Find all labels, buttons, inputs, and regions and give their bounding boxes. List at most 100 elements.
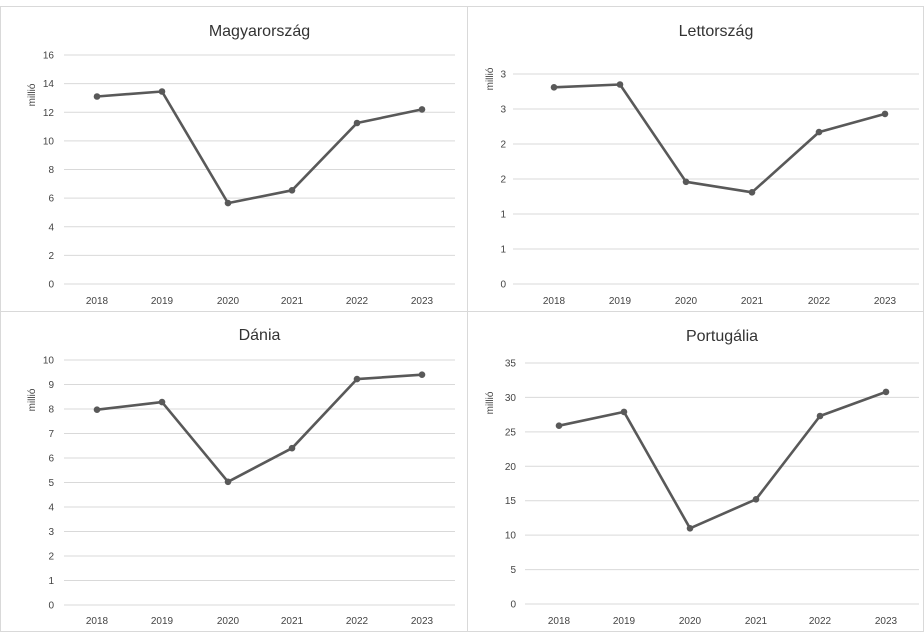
y-tick-label: 3 (500, 105, 506, 116)
x-tick-label: 2020 (675, 296, 698, 307)
x-tick-label: 2021 (741, 296, 764, 307)
series-line (96, 373, 423, 484)
data-point (224, 478, 232, 486)
y-tick-label: 9 (48, 380, 54, 391)
data-point (158, 88, 166, 95)
x-tick-label: 2018 (86, 616, 109, 627)
series-line (553, 83, 886, 194)
y-axis-label: millió (27, 83, 38, 106)
y-tick-label: 1 (500, 210, 506, 221)
y-tick-label: 4 (48, 222, 54, 233)
chart-lettorszag: Lettország millió 0 1 1 2 2 3 3 2018 2019 2020 2021 2… (485, 23, 919, 307)
y-tick-label: 6 (48, 194, 54, 205)
data-point (620, 408, 628, 416)
y-tick-label: 2 (500, 140, 506, 151)
y-tick-label: 20 (505, 462, 517, 473)
x-tick-label: 2023 (875, 616, 898, 627)
y-tick-label: 1 (48, 576, 54, 587)
chart-portugalia: Portugália millió 0 5 10 15 20 25 30 35 2018 2019 20… (485, 328, 919, 627)
chart-panel-portugalia: Portugália millió 0 5 10 15 20 25 30 35 2018 2019 20… (467, 311, 924, 632)
data-point (882, 388, 890, 396)
y-tick-label: 0 (48, 280, 54, 291)
y-tick-label: 2 (500, 175, 506, 186)
y-tick-label: 10 (43, 356, 55, 367)
y-axis-label: millió (485, 391, 496, 414)
y-tick-label: 8 (48, 405, 54, 416)
y-tick-label: 7 (48, 429, 54, 440)
data-point (93, 93, 101, 100)
data-point (752, 496, 760, 503)
data-point (550, 84, 558, 91)
chart-panel-magyarorszag: Magyarország millió 0 2 4 6 8 10 12 14 16 2018 2019 2… (0, 6, 468, 312)
x-tick-label: 2019 (151, 616, 174, 627)
x-tick-label: 2023 (411, 296, 434, 307)
y-tick-label: 16 (43, 51, 55, 62)
chart-dania: Dánia millió 0 1 2 3 4 5 6 7 8 9 10 2018 2019 2020 2021 2… (27, 327, 455, 627)
y-tick-label: 2 (48, 251, 54, 262)
data-point (93, 406, 101, 413)
x-tick-label: 2019 (613, 616, 636, 627)
data-point (288, 444, 296, 452)
data-point (555, 422, 563, 429)
data-point (288, 187, 296, 194)
x-tick-label: 2023 (411, 616, 434, 627)
data-point (616, 81, 624, 88)
series-line (558, 390, 887, 530)
y-tick-label: 0 (510, 600, 516, 611)
x-tick-label: 2022 (809, 616, 832, 627)
data-point (418, 371, 426, 378)
x-tick-label: 2019 (151, 296, 174, 307)
data-point (353, 375, 361, 383)
y-tick-label: 12 (43, 108, 55, 119)
y-tick-label: 10 (505, 531, 517, 542)
x-tick-label: 2018 (548, 616, 571, 627)
data-point (816, 412, 824, 420)
x-tick-label: 2021 (281, 616, 304, 627)
data-point (682, 178, 690, 186)
y-tick-label: 0 (500, 280, 506, 291)
y-tick-label: 30 (505, 393, 517, 404)
data-point (881, 110, 889, 118)
y-tick-label: 3 (48, 527, 54, 538)
data-point (158, 398, 166, 406)
x-tick-label: 2023 (874, 296, 897, 307)
x-tick-label: 2022 (346, 616, 369, 627)
chart-title: Dánia (239, 327, 281, 344)
y-tick-label: 2 (48, 552, 54, 563)
chart-title: Portugália (686, 328, 758, 345)
y-tick-label: 15 (505, 496, 517, 507)
y-tick-label: 5 (48, 478, 54, 489)
chart-panel-lettorszag: Lettország millió 0 1 1 2 2 3 3 2018 2019 2020 2021 2… (467, 6, 924, 312)
y-tick-label: 3 (500, 70, 506, 81)
data-point (686, 525, 694, 532)
x-tick-label: 2022 (808, 296, 831, 307)
y-tick-label: 35 (505, 359, 517, 370)
y-tick-label: 25 (505, 427, 517, 438)
x-tick-label: 2020 (679, 616, 702, 627)
chart-panel-dania: Dánia millió 0 1 2 3 4 5 6 7 8 9 10 2018 2019 2020 2021 2… (0, 311, 468, 632)
y-tick-label: 14 (43, 79, 55, 90)
data-point (418, 106, 426, 113)
chart-magyarorszag: Magyarország millió 0 2 4 6 8 10 12 14 16 2018 2019 2… (27, 23, 455, 307)
x-tick-label: 2022 (346, 296, 369, 307)
data-point (815, 128, 823, 136)
y-axis-label: millió (27, 388, 38, 411)
chart-title: Lettország (679, 23, 754, 40)
y-tick-label: 8 (48, 165, 54, 176)
y-tick-label: 6 (48, 454, 54, 465)
y-tick-label: 5 (510, 565, 516, 576)
chart-title: Magyarország (209, 23, 310, 40)
y-tick-label: 10 (43, 136, 55, 147)
x-tick-label: 2019 (609, 296, 632, 307)
y-tick-label: 0 (48, 601, 54, 612)
y-tick-label: 4 (48, 503, 54, 514)
data-point (353, 119, 361, 127)
data-point (748, 189, 756, 196)
x-tick-label: 2021 (281, 296, 304, 307)
x-tick-label: 2018 (86, 296, 109, 307)
x-tick-label: 2020 (217, 296, 240, 307)
x-tick-label: 2021 (745, 616, 768, 627)
y-tick-label: 1 (500, 245, 506, 256)
data-point (224, 199, 232, 207)
